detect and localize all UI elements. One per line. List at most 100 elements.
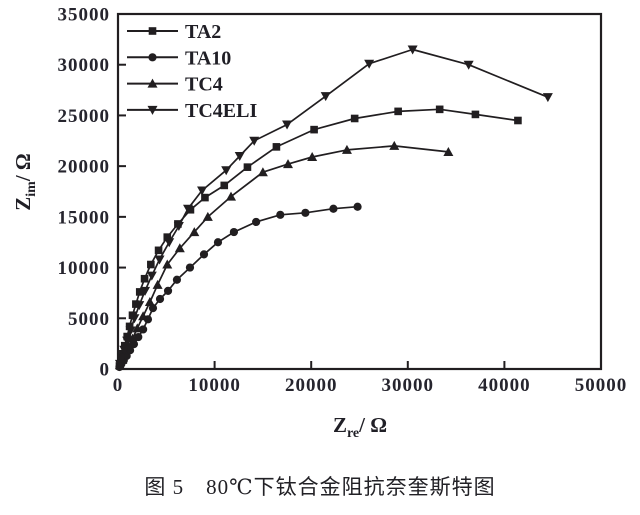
data-point-TC4 <box>138 311 149 321</box>
data-point-TA2 <box>310 125 318 134</box>
data-point-TC4ELI <box>119 345 130 355</box>
x-tick-label: 0 <box>113 375 124 396</box>
data-point-TC4ELI <box>140 286 151 296</box>
data-point-TA2 <box>125 322 134 331</box>
data-point-TC4 <box>389 140 400 150</box>
y-tick-label: 15000 <box>58 207 111 228</box>
data-point-TA2 <box>132 300 140 308</box>
y-tick-label: 5000 <box>68 309 110 330</box>
data-point-TA10 <box>353 202 362 211</box>
data-point-TA2 <box>220 181 229 190</box>
data-point-TC4 <box>341 144 352 154</box>
data-point-TA10 <box>252 217 261 227</box>
data-point-TC4ELI <box>542 93 553 103</box>
data-point-TA2 <box>471 110 480 119</box>
legend-marker-TA10 <box>148 53 157 62</box>
legend-label-TA10: TA10 <box>185 47 231 69</box>
data-point-TC4 <box>307 152 318 162</box>
data-point-TC4ELI <box>164 238 175 248</box>
data-point-TA2 <box>123 332 131 341</box>
y-axis-title: Zim/ Ω <box>11 153 39 210</box>
legend-label-TC4: TC4 <box>185 74 223 96</box>
series-line-TC4 <box>119 145 449 366</box>
legend-marker-TC4ELI <box>147 105 158 115</box>
data-point-TA2 <box>140 274 149 283</box>
data-point-TA2 <box>135 288 144 296</box>
data-point-TC4ELI <box>463 60 474 70</box>
data-point-TA2 <box>243 163 252 171</box>
data-point-TA2 <box>272 143 281 151</box>
data-point-TA2 <box>394 107 402 116</box>
y-tick-label: 30000 <box>58 55 111 76</box>
x-tick-label: 40000 <box>478 375 531 396</box>
y-tick-label: 20000 <box>58 157 111 178</box>
x-tick-label: 20000 <box>285 375 338 396</box>
data-point-TA2 <box>350 114 359 123</box>
legend-marker-TC4 <box>147 78 158 88</box>
data-point-TC4 <box>202 211 213 221</box>
data-point-TC4ELI <box>116 353 127 363</box>
y-tick-label: 35000 <box>58 5 111 26</box>
series-line-TA2 <box>118 108 519 367</box>
data-point-TC4ELI <box>234 152 245 161</box>
data-point-TC4ELI <box>122 336 133 346</box>
data-point-TC4ELI <box>407 45 418 55</box>
data-point-TA10 <box>301 208 310 217</box>
legend-label-TC4ELI: TC4ELI <box>185 100 257 122</box>
data-point-TC4ELI <box>134 301 145 311</box>
y-tick-label: 10000 <box>58 258 111 279</box>
data-point-TA10 <box>163 286 173 295</box>
x-axis-title: Zre/ Ω <box>333 413 387 441</box>
data-point-TC4 <box>443 146 454 156</box>
data-point-TC4ELI <box>364 59 375 69</box>
data-point-TC4 <box>283 159 294 169</box>
data-point-TC4ELI <box>249 136 260 146</box>
data-point-TC4 <box>162 259 173 269</box>
x-tick-label: 50000 <box>575 375 628 396</box>
x-tick-label: 30000 <box>382 375 435 396</box>
legend-marker-TA2 <box>148 27 157 35</box>
data-point-TA10 <box>155 294 165 304</box>
nyquist-chart: 0 10000 20000 30000 40000 50000 0 5000 10000 1500… <box>11 5 628 442</box>
data-point-TC4ELI <box>197 186 208 196</box>
data-point-TC4 <box>174 243 185 253</box>
data-point-TC4ELI <box>146 271 157 281</box>
data-point-TA10 <box>229 227 239 237</box>
data-point-TA2 <box>163 233 172 241</box>
data-point-TA10 <box>329 204 338 213</box>
data-point-TC4ELI <box>129 314 140 324</box>
data-point-TC4 <box>257 167 268 177</box>
data-point-TC4ELI <box>154 255 165 265</box>
data-point-TA10 <box>148 304 158 313</box>
data-point-TA10 <box>134 332 143 342</box>
data-point-TC4 <box>132 323 143 333</box>
legend-label-TA2: TA2 <box>185 21 221 43</box>
data-point-TC4 <box>144 297 155 307</box>
data-point-TC4ELI <box>114 359 125 369</box>
data-point-TA2 <box>186 205 195 214</box>
data-point-TC4ELI <box>173 221 184 231</box>
data-point-TA10 <box>172 275 182 284</box>
y-tick-label: 25000 <box>58 106 111 127</box>
data-point-TC4ELI <box>125 326 136 336</box>
data-point-TA10 <box>276 210 285 219</box>
data-point-TA2 <box>435 105 444 114</box>
data-point-TA2 <box>147 260 155 269</box>
data-point-TA2 <box>514 116 522 125</box>
data-point-TC4 <box>189 227 200 237</box>
data-point-TA2 <box>154 246 163 255</box>
figure-caption: 图 5 80℃下钛合金阻抗奈奎斯特图 <box>144 475 496 499</box>
data-point-TC4ELI <box>320 92 331 102</box>
y-tick-label: 0 <box>100 360 111 381</box>
data-point-TA2 <box>201 193 209 202</box>
x-tick-label: 10000 <box>188 375 241 396</box>
data-point-TA10 <box>213 238 223 247</box>
data-point-TC4ELI <box>183 204 194 214</box>
data-point-TA10 <box>199 250 209 259</box>
data-point-TA10 <box>185 263 195 272</box>
data-point-TC4ELI <box>282 120 293 130</box>
plot-frame <box>116 12 603 371</box>
data-point-TC4 <box>152 279 163 289</box>
data-point-TC4ELI <box>221 166 232 176</box>
